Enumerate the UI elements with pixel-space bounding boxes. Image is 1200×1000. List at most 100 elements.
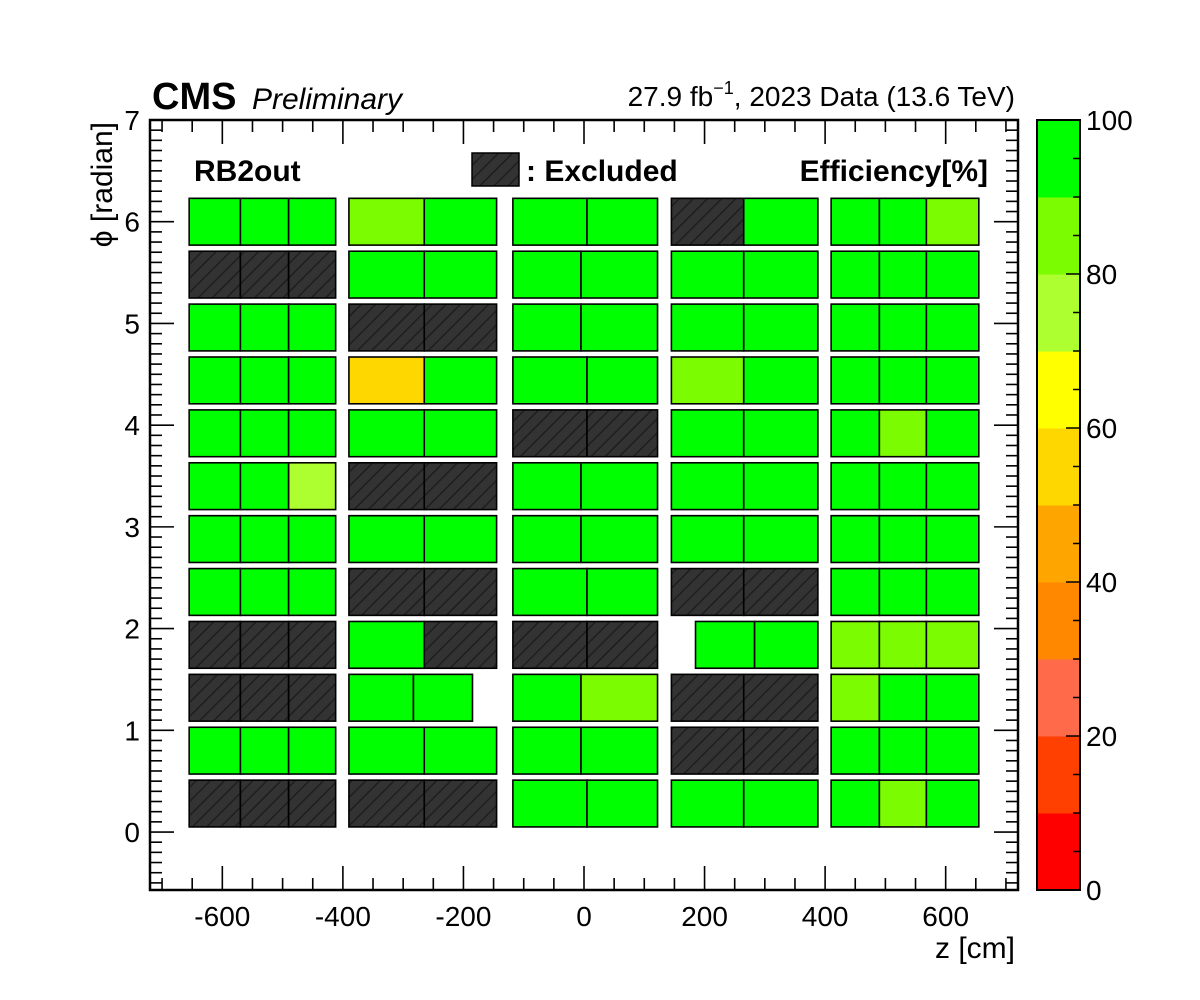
excluded-cell [348,779,426,828]
colorbar-band [1037,428,1080,506]
efficiency-cell [925,779,980,828]
excluded-cell [188,779,242,828]
efficiency-cell [742,356,819,405]
efficiency-cell [423,356,498,405]
efficiency-cell [423,726,498,775]
excluded-cell [670,726,745,775]
colorbar: 0 20 40 60 80 100 [1036,105,1133,906]
colorbar-tick-label: 0 [1086,875,1102,906]
efficiency-cell [188,356,242,405]
colorbar-band [1037,582,1080,660]
efficiency-cell [348,356,426,405]
excluded-cell [586,409,659,458]
colorbar-tick-label: 60 [1086,413,1117,444]
efficiency-cell [670,356,745,405]
efficiency-cell [753,620,819,670]
efficiency-cell [742,461,819,511]
efficiency-cell [580,250,659,299]
efficiency-cell [580,461,659,511]
efficiency-cell [287,567,337,617]
efficiency-cell [670,514,745,564]
efficiency-cell [512,303,582,352]
excluded-cell [287,620,337,670]
colorbar-tick-label: 80 [1086,259,1117,290]
efficiency-cell [830,197,881,246]
efficiency-cell [878,356,928,405]
efficiency-cell [239,409,290,458]
lumi-value: 27.9 fb [628,81,714,112]
efficiency-cell [586,356,659,405]
colorbar-band [1037,120,1080,198]
colorbar-tick-label: 20 [1086,721,1117,752]
x-axis-title: z [cm] [935,932,1015,965]
excluded-cell [423,567,498,617]
excluded-cell [287,250,337,299]
efficiency-cell [512,250,582,299]
efficiency-cell [188,409,242,458]
efficiency-cell [925,620,980,670]
efficiency-cell [412,673,474,722]
efficiency-cell [878,514,928,564]
efficiency-cell [287,726,337,775]
efficiency-cell [188,303,242,352]
y-tick-label: 4 [124,410,140,441]
efficiency-cell [512,356,588,405]
colorbar-tick-label: 100 [1086,105,1133,136]
efficiency-cell [694,620,756,670]
x-tick-label: -400 [315,901,371,932]
efficiency-cell [670,779,745,828]
excluded-cell [188,673,242,722]
efficiency-label: Efficiency[%] [800,155,988,188]
colorbar-band [1037,505,1080,583]
efficiency-cell [670,303,745,352]
efficiency-cell [878,197,928,246]
x-tick-label: 200 [681,901,728,932]
efficiency-cell [239,356,290,405]
efficiency-cell [287,197,337,246]
colorbar-band [1037,197,1080,275]
y-axis-title: ϕ [radian] [86,122,119,247]
efficiency-cell [878,567,928,617]
excluded-swatch [471,152,520,187]
y-tick-label: 5 [124,308,140,339]
x-tick-label: 600 [922,901,969,932]
colorbar-band [1037,736,1080,814]
efficiency-cell [580,726,659,775]
efficiency-cell [586,567,659,617]
efficiency-cell [925,567,980,617]
colorbar-band [1037,659,1080,737]
efficiency-cell [239,197,290,246]
x-tick-label: 0 [576,901,592,932]
excluded-cell [742,567,819,617]
axes: -600 -400 -200 0 200 400 600 0 1 2 3 4 5 6 7 [124,105,1020,932]
efficiency-cell [830,250,881,299]
excluded-cell [423,779,498,828]
lumi-label: 27.9 fb−1, 2023 Data (13.6 TeV) [628,78,1015,112]
efficiency-cell [512,726,582,775]
excluded-cell [512,620,588,670]
efficiency-cell [925,673,980,722]
efficiency-cell [239,726,290,775]
x-tick-label: -600 [194,901,250,932]
excluded-cell [287,779,337,828]
y-tick-label: 3 [124,512,140,543]
efficiency-cell [830,620,881,670]
excluded-cell [348,461,426,511]
efficiency-cell [830,303,881,352]
excluded-cell [348,303,426,352]
excluded-cell [670,567,745,617]
efficiency-cell [878,409,928,458]
y-tick-label: 2 [124,614,140,645]
efficiency-cell [239,461,290,511]
excluded-cell [348,567,426,617]
excluded-cell [239,779,290,828]
efficiency-cell [925,726,980,775]
efficiency-cell [830,461,881,511]
efficiency-cell [239,567,290,617]
efficiency-cell [348,409,426,458]
efficiency-cell [878,620,928,670]
efficiency-cell [423,409,498,458]
efficiency-cell [670,461,745,511]
y-tick-label: 0 [124,817,140,848]
